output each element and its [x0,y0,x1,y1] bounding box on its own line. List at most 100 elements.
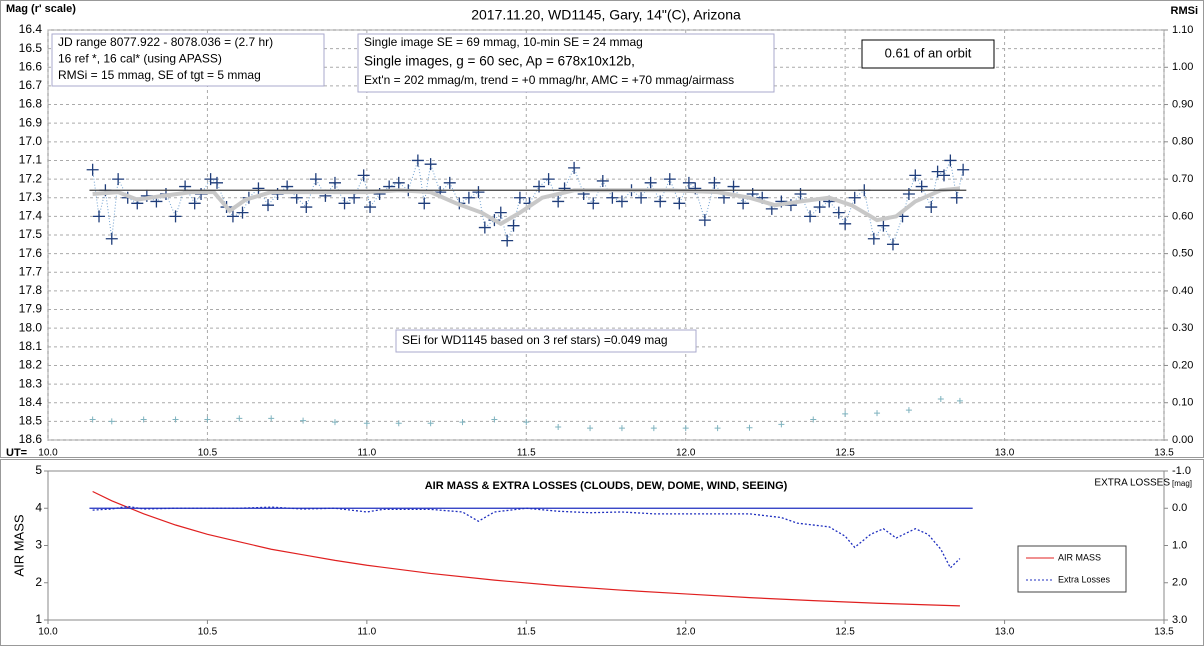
x-tick-label: 11.0 [357,448,376,459]
y-tick-label: 18.1 [19,339,43,353]
cross-marker [587,197,600,210]
cross-marker [778,421,785,428]
annotation-box [51,33,325,87]
annotation-text: Single image SE = 69 mmag, 10-min SE = 2… [364,35,643,49]
y-tick-label: 18.0 [19,320,43,334]
annotation-text: Single images, g = 60 sec, Ap = 678x10x1… [364,54,635,69]
y-tick-label: 16.5 [19,41,43,55]
cross-marker [596,174,609,187]
y2-axis-label: EXTRA LOSSES [1094,478,1170,489]
cross-marker [395,420,402,427]
cross-marker [364,201,377,214]
cross-marker [331,419,338,426]
cross-marker [472,186,485,199]
cross-marker [813,201,826,214]
x-tick-label: 11.5 [517,627,536,638]
y-tick-label: 17.1 [19,153,43,167]
cross-marker [338,197,351,210]
y-tick-label: 17.7 [19,264,43,278]
cross-marker [204,173,217,186]
cross-marker [491,416,498,423]
cross-marker [867,232,880,245]
legend-label: Extra Losses [1058,574,1111,584]
cross-marker [392,176,405,189]
cross-marker [236,415,243,422]
cross-marker [236,206,249,219]
cross-marker [654,195,667,208]
cross-marker [842,410,849,417]
y-tick-label: 2 [35,575,42,589]
cross-marker [300,417,307,424]
cross-marker [427,420,434,427]
cross-marker [501,234,514,247]
cross-marker [478,221,491,234]
cross-marker [848,191,861,204]
y-tick-label: 17.9 [19,302,43,316]
annotation-box [357,33,775,93]
y-tick-label: 16.8 [19,97,43,111]
cross-marker [618,425,625,432]
cross-marker [93,210,106,223]
cross-marker [905,407,912,414]
y2-tick-label: 1.10 [1172,24,1193,36]
cross-marker [931,165,944,178]
cross-marker [587,425,594,432]
annotation-text: RMSi = 15 mmag, SE of tgt = 5 mmag [58,68,261,82]
y2-tick-label: 0.00 [1172,434,1193,446]
y-tick-label: 18.6 [19,432,43,446]
cross-marker [877,219,890,232]
y2-tick-label: 0.10 [1172,397,1193,409]
chart-title: AIR MASS & EXTRA LOSSES (CLOUDS, DEW, DO… [425,480,788,492]
cross-marker [925,201,938,214]
cross-marker [615,195,628,208]
x-tick-label: 13.0 [995,627,1015,638]
cross-marker [494,206,507,219]
y-tick-label: 17.4 [19,209,43,223]
annotation-text: 16 ref *, 16 cal* (using APASS) [58,52,222,66]
y2-tick-label: 1.00 [1172,61,1193,73]
x-tick-label: 13.5 [1154,448,1174,459]
x-tick-label: 13.5 [1154,627,1174,638]
y-tick-label: 18.3 [19,376,43,390]
cross-marker [746,424,753,431]
cross-marker [663,173,676,186]
cross-marker [363,420,370,427]
cross-marker [944,154,957,167]
cross-marker [140,416,147,423]
y2-tick-label: 2.0 [1172,577,1187,589]
cross-marker [542,173,555,186]
x-tick-label: 10.5 [198,448,218,459]
cross-marker [644,176,657,189]
cross-marker [956,397,963,404]
cross-marker [810,416,817,423]
y2-tick-label: 0.50 [1172,248,1193,260]
series-line [92,186,961,227]
y-tick-label: 16.9 [19,115,43,129]
y2-tick-label: 3.0 [1172,614,1187,626]
cross-marker [112,173,125,186]
series-line [92,490,960,607]
cross-marker [169,210,182,223]
y-tick-label: 17.6 [19,246,43,260]
cross-marker [252,182,265,195]
annotation-text: Ext'n = 202 mmag/m, trend = +0 mmag/hr, … [364,73,734,87]
y2-tick-label: 0.80 [1172,136,1193,148]
cross-marker [698,214,711,227]
cross-marker [86,163,99,176]
series-line [92,505,961,569]
x-tick-label: 11.5 [517,448,536,459]
cross-marker [832,206,845,219]
legend-box [1017,545,1127,593]
y-tick-label: 4 [35,500,42,514]
x-tick-label: 10.0 [38,448,58,459]
x-tick-label: 12.5 [835,448,855,459]
x-axis-label: UT= [6,447,27,459]
cross-marker [937,396,944,402]
cross-marker [937,169,950,182]
y-tick-label: 1 [35,612,42,626]
y-axis-label: AIR MASS [11,514,26,576]
cross-marker [523,419,530,426]
cross-marker [650,425,657,432]
cross-marker [328,176,341,189]
cross-marker [839,217,852,230]
